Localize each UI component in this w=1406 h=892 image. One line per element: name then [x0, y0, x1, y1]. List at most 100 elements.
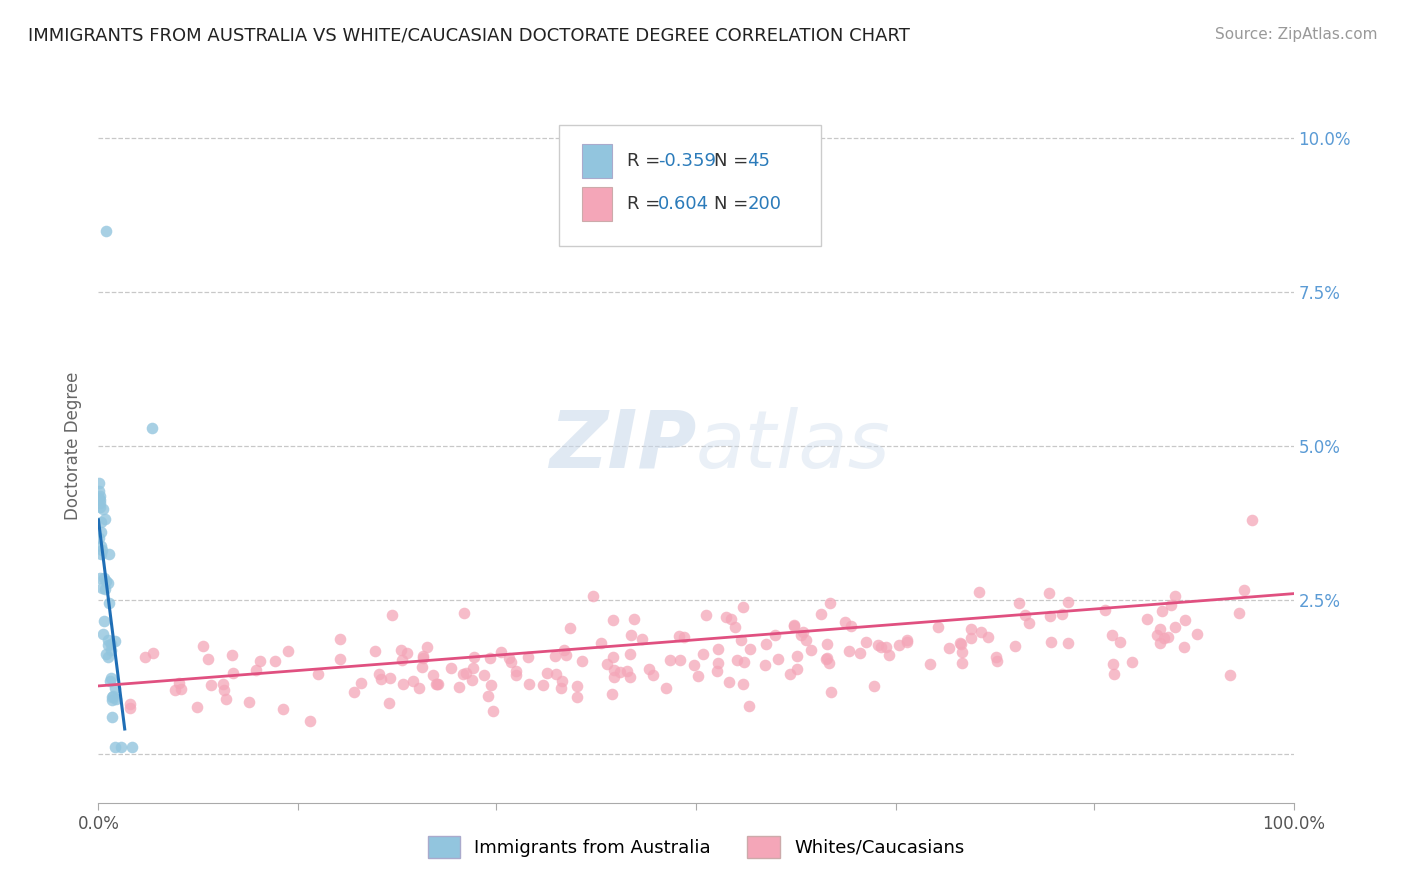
Point	[1153, 632, 1175, 646]
Point	[271, 702, 294, 716]
Point	[89, 496, 111, 510]
Text: 200: 200	[748, 194, 782, 213]
Point	[498, 651, 520, 665]
Point	[707, 641, 730, 656]
Point	[1102, 667, 1125, 681]
Point	[101, 693, 124, 707]
Text: -0.359: -0.359	[658, 152, 716, 170]
Point	[790, 627, 813, 641]
Point	[609, 665, 631, 680]
Point	[1101, 628, 1123, 642]
Point	[792, 624, 814, 639]
Point	[783, 618, 806, 632]
Point	[98, 547, 121, 561]
Point	[870, 640, 893, 655]
Point	[90, 547, 112, 561]
Point	[782, 619, 804, 633]
Point	[730, 632, 752, 647]
Point	[363, 644, 385, 658]
Point	[603, 663, 626, 677]
Point	[960, 622, 983, 636]
Point	[1004, 639, 1026, 653]
Point	[927, 620, 949, 634]
Point	[1039, 608, 1062, 623]
Point	[104, 633, 127, 648]
Point	[97, 633, 120, 648]
Point	[134, 650, 156, 665]
Point	[97, 650, 120, 665]
Point	[673, 630, 696, 644]
Point	[1185, 627, 1208, 641]
Text: 45: 45	[748, 152, 770, 170]
Point	[93, 512, 115, 526]
Point	[90, 516, 112, 530]
Point	[596, 657, 619, 671]
Point	[191, 639, 214, 653]
Point	[343, 685, 366, 699]
Point	[1008, 596, 1031, 610]
Point	[221, 648, 243, 662]
Point	[90, 542, 112, 557]
Point	[1157, 630, 1180, 644]
Point	[104, 740, 127, 755]
Point	[89, 489, 111, 503]
Point	[1094, 602, 1116, 616]
Point	[623, 612, 645, 626]
Point	[1150, 604, 1173, 618]
Point	[896, 634, 918, 648]
Point	[976, 630, 998, 644]
Point	[505, 668, 527, 682]
Point	[731, 599, 754, 614]
Point	[378, 696, 401, 710]
Point	[536, 666, 558, 681]
Point	[877, 648, 900, 662]
Point	[100, 642, 122, 657]
Point	[101, 689, 124, 703]
Point	[477, 690, 499, 704]
Point	[329, 632, 352, 646]
Point	[90, 525, 112, 540]
Point	[350, 676, 373, 690]
Point	[868, 638, 890, 652]
Point	[461, 673, 484, 688]
Point	[1174, 613, 1197, 627]
Point	[110, 740, 132, 755]
Point	[1227, 606, 1250, 620]
Point	[98, 673, 121, 688]
Point	[87, 484, 110, 499]
Point	[120, 701, 142, 715]
Point	[416, 640, 439, 654]
Point	[170, 682, 193, 697]
Point	[499, 655, 522, 669]
Text: N =: N =	[714, 194, 754, 213]
Text: IMMIGRANTS FROM AUSTRALIA VS WHITE/CAUCASIAN DOCTORATE DEGREE CORRELATION CHART: IMMIGRANTS FROM AUSTRALIA VS WHITE/CAUCA…	[28, 27, 910, 45]
Point	[970, 625, 993, 640]
Point	[186, 699, 208, 714]
Point	[815, 637, 838, 651]
Point	[863, 679, 886, 693]
Point	[692, 647, 714, 661]
Point	[165, 682, 187, 697]
Point	[1121, 655, 1143, 669]
Legend: Immigrants from Australia, Whites/Caucasians: Immigrants from Australia, Whites/Caucas…	[420, 829, 972, 865]
Point	[461, 660, 484, 674]
Point	[838, 643, 860, 657]
Point	[815, 652, 838, 666]
Point	[481, 704, 503, 718]
Point	[451, 667, 474, 681]
Point	[720, 613, 742, 627]
Point	[516, 650, 538, 665]
Text: 0.604: 0.604	[658, 194, 709, 213]
Point	[91, 501, 114, 516]
Point	[815, 650, 838, 665]
Point	[100, 671, 122, 685]
Point	[1056, 636, 1078, 650]
Point	[779, 667, 801, 681]
Point	[818, 596, 841, 610]
Point	[97, 576, 120, 591]
Point	[589, 636, 612, 650]
Point	[603, 670, 626, 684]
Point	[141, 420, 163, 434]
Y-axis label: Doctorate Degree: Doctorate Degree	[65, 372, 83, 520]
Point	[619, 647, 641, 661]
